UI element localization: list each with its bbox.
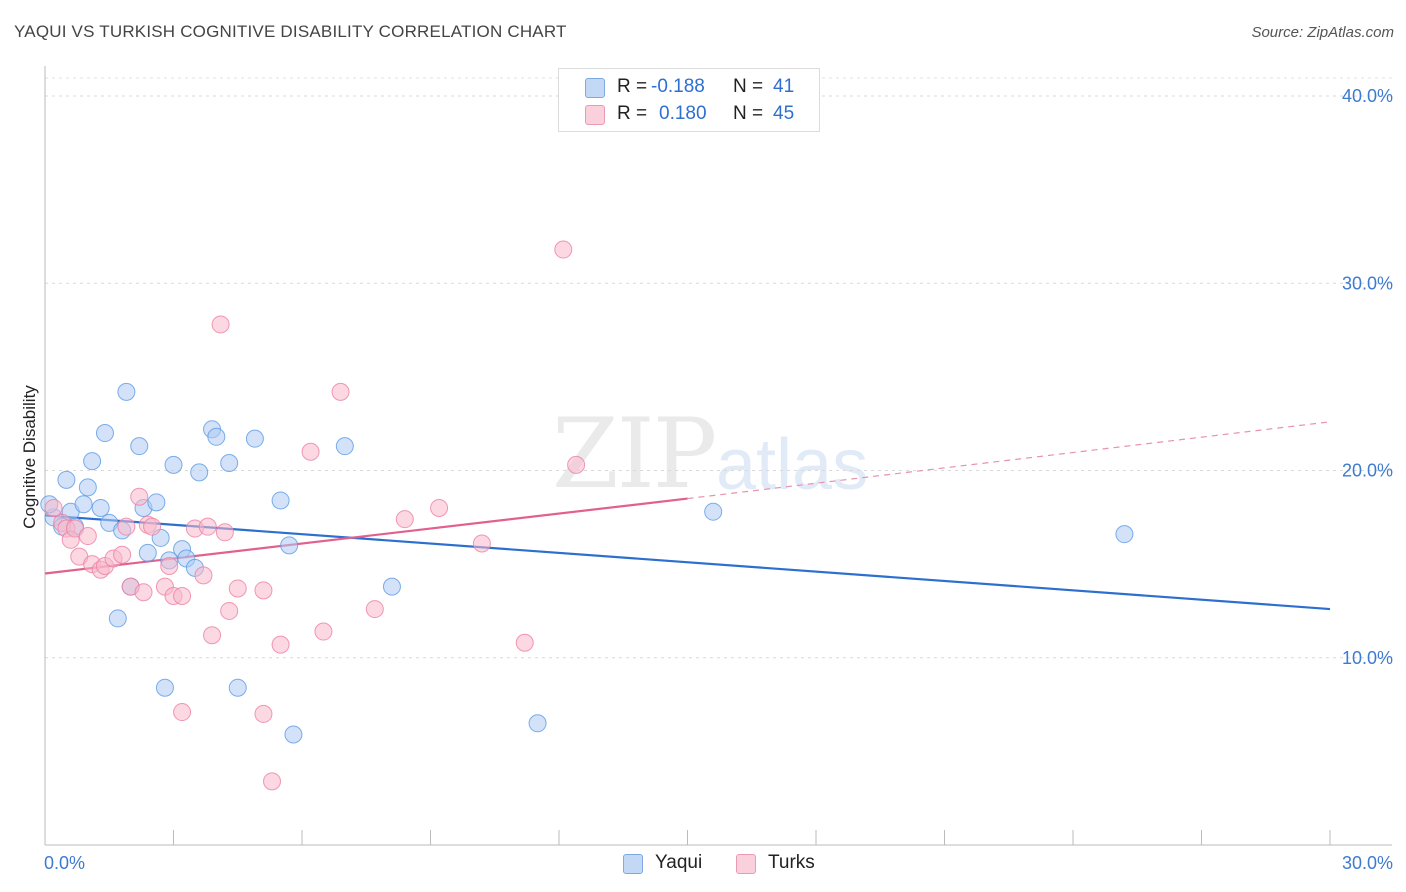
turks-point [198, 517, 217, 536]
turks-point [134, 583, 153, 602]
axes [44, 66, 1392, 846]
bottom-swatch-yaqui [623, 854, 643, 874]
yaqui-trend-line [44, 514, 1331, 611]
turks-point [113, 545, 132, 564]
yaqui-point [704, 502, 723, 521]
turks-point [130, 487, 149, 506]
yaqui-point [155, 678, 174, 697]
turks-point [211, 315, 230, 334]
yaqui-point [164, 455, 183, 474]
y-axis-title: Cognitive Disability [20, 385, 39, 529]
legend-r-value: -0.188 [651, 76, 705, 97]
turks-trend-line [44, 497, 688, 575]
turks-point [301, 442, 320, 461]
turks-point [567, 455, 586, 474]
turks-point [254, 581, 273, 600]
chart-title: YAQUI VS TURKISH COGNITIVE DISABILITY CO… [14, 22, 567, 41]
turks-point [228, 579, 247, 598]
source-label: Source: ZipAtlas.com [1251, 24, 1394, 41]
yaqui-point [74, 495, 93, 514]
turks-point [78, 527, 97, 546]
turks-point [472, 534, 491, 553]
yaqui-point [138, 543, 157, 562]
turks-point [215, 523, 234, 542]
turks-point [314, 622, 333, 641]
turks-point [194, 566, 213, 585]
turks-point [220, 601, 239, 620]
y-tick-label: 30.0% [1342, 273, 1393, 293]
turks-point [173, 703, 192, 722]
legend-n-value: 41 [773, 76, 795, 97]
legend-n-label: N = [733, 103, 764, 124]
yaqui-point [57, 470, 76, 489]
legend-n-value: 45 [773, 103, 795, 124]
gridlines [45, 77, 1392, 659]
turks-trend-extension [687, 421, 1331, 500]
turks-point [271, 635, 290, 654]
yaqui-point [335, 437, 354, 456]
bottom-swatch-turks [736, 854, 756, 874]
yaqui-point [130, 437, 149, 456]
yaqui-point [1115, 525, 1134, 544]
turks-point [254, 704, 273, 723]
yaqui-point [108, 609, 127, 628]
yaqui-point [83, 452, 102, 471]
watermark-atlas: atlas [716, 425, 869, 505]
yaqui-point [147, 493, 166, 512]
legend-swatch-yaqui [585, 78, 605, 98]
turks-point [365, 600, 384, 619]
yaqui-point [228, 678, 247, 697]
turks-point [143, 517, 162, 536]
yaqui-point [271, 491, 290, 510]
legend-r-value: 0.180 [659, 103, 707, 124]
yaqui-point [207, 427, 226, 446]
turks-point [160, 556, 179, 575]
yaqui-point [280, 536, 299, 555]
turks-point [203, 626, 222, 645]
axis-labels: 10.0% 20.0% 30.0% 40.0% 0.0% 30.0% Cognitive D… [20, 86, 1393, 873]
bottom-legend-yaqui-label: Yaqui [655, 852, 703, 873]
correlation-legend: R = -0.188 N = 41 R = 0.180 N = 45 [558, 68, 820, 132]
legend-n-label: N = [733, 76, 764, 97]
data-points [40, 240, 1134, 791]
legend-r-label: R = [617, 76, 648, 97]
y-tick-label: 20.0% [1342, 461, 1393, 481]
turks-point [515, 633, 534, 652]
turks-point [554, 240, 573, 259]
yaqui-point [284, 725, 303, 744]
yaqui-point [245, 429, 264, 448]
turks-point [44, 498, 63, 517]
watermark-zip: ZIP [552, 398, 717, 510]
y-tick-label: 10.0% [1342, 648, 1393, 668]
yaqui-point [190, 463, 209, 482]
turks-point [173, 586, 192, 605]
yaqui-point [117, 382, 136, 401]
x-tick-label: 30.0% [1342, 853, 1393, 873]
yaqui-point [95, 424, 114, 443]
turks-point [430, 498, 449, 517]
turks-point [263, 772, 282, 791]
yaqui-point [382, 577, 401, 596]
trend-lines [44, 421, 1331, 611]
turks-point [331, 382, 350, 401]
yaqui-point [528, 714, 547, 733]
y-tick-label: 40.0% [1342, 86, 1393, 106]
legend-r-label: R = [617, 103, 648, 124]
legend-swatch-turks [585, 105, 605, 125]
x-tick-label: 0.0% [44, 853, 85, 873]
bottom-legend-turks-label: Turks [768, 852, 815, 873]
yaqui-point [78, 478, 97, 497]
turks-point [117, 517, 136, 536]
turks-point [395, 510, 414, 529]
yaqui-point [91, 498, 110, 517]
yaqui-point [220, 454, 239, 473]
